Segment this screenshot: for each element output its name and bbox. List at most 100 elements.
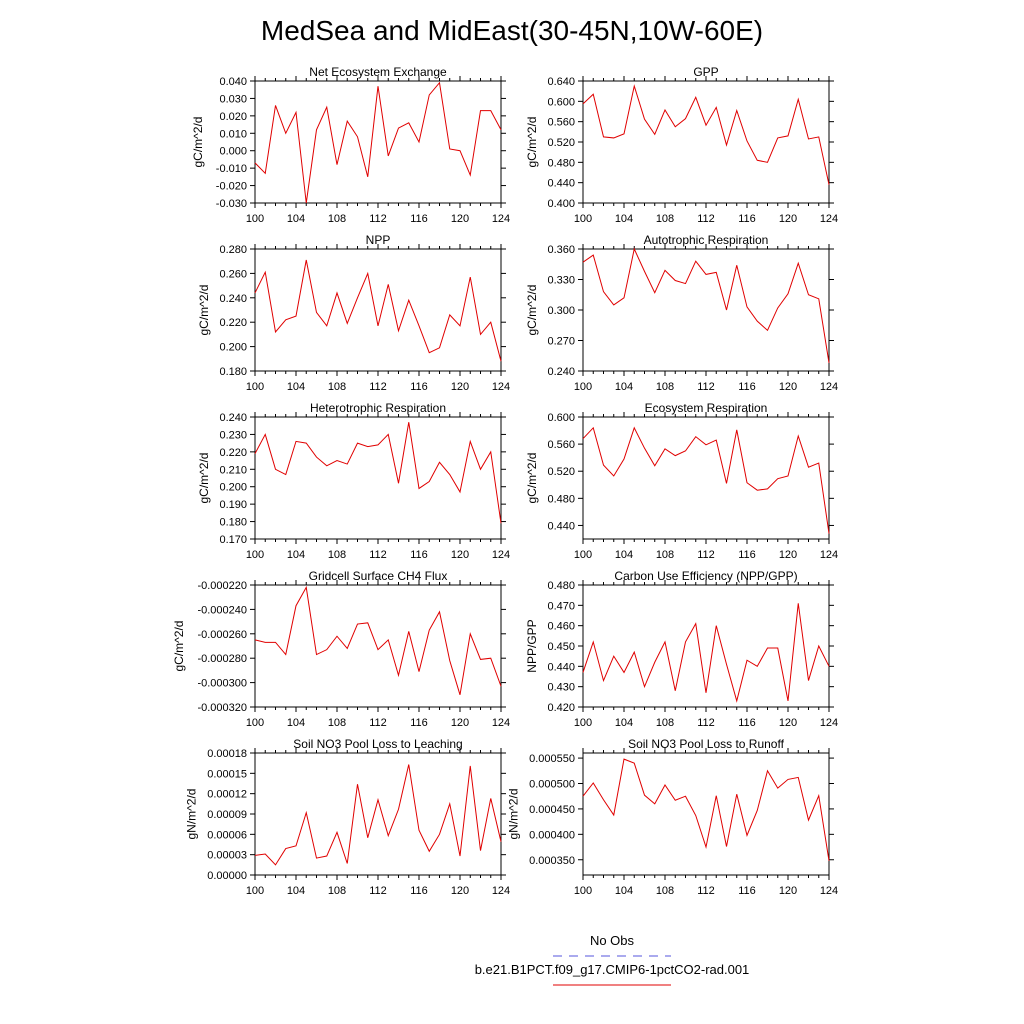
- y-tick-label: 0.000550: [529, 753, 575, 765]
- plot-frame: [254, 752, 502, 876]
- y-tick-label: 0.430: [547, 682, 575, 694]
- plot-frame: [254, 416, 502, 540]
- x-tick-label: 124: [820, 885, 838, 897]
- x-tick-label: 100: [246, 381, 264, 393]
- chart-title: GPP: [693, 65, 718, 79]
- x-tick-label: 112: [369, 549, 387, 561]
- series-line-0: [254, 259, 502, 362]
- chart-title: Soil NO3 Pool Loss to Runoff: [628, 737, 785, 751]
- y-tick-label: 0.170: [219, 534, 247, 546]
- y-axis-label: gN/m^2/d: [506, 789, 520, 840]
- x-tick-label: 108: [328, 549, 346, 561]
- y-tick-label: 0.00018: [207, 748, 247, 760]
- y-tick-label: 0.480: [547, 580, 575, 592]
- y-tick-label: 0.270: [547, 336, 575, 348]
- plot-frame: [582, 248, 830, 372]
- x-tick-label: 104: [287, 885, 305, 897]
- x-tick-label: 124: [820, 213, 838, 225]
- chart-title: Carbon Use Efficiency (NPP/GPP): [614, 569, 797, 583]
- y-axis-label: gC/m^2/d: [525, 285, 539, 336]
- chart-title: Gridcell Surface CH4 Flux: [309, 569, 448, 583]
- plot-frame: [582, 752, 830, 876]
- x-tick-label: 116: [410, 885, 428, 897]
- y-tick-label: -0.000240: [197, 604, 247, 616]
- y-tick-label: 0.030: [219, 93, 247, 105]
- x-tick-label: 104: [615, 381, 633, 393]
- y-axis-label: gC/m^2/d: [197, 453, 211, 504]
- x-tick-label: 124: [492, 549, 510, 561]
- y-tick-label: 0.00006: [207, 829, 247, 841]
- x-tick-label: 116: [410, 213, 428, 225]
- y-tick-label: 0.300: [547, 305, 575, 317]
- y-tick-label: 0.180: [219, 517, 247, 529]
- chart-panel-0: Net Ecosystem Exchange 100 104 108 112 116 120…: [191, 65, 510, 225]
- x-tick-label: 120: [451, 717, 469, 729]
- x-tick-label: 100: [574, 213, 592, 225]
- legend-label-obs: No Obs: [590, 933, 635, 948]
- y-tick-label: 0.200: [219, 342, 247, 354]
- x-tick-label: 100: [246, 213, 264, 225]
- panels: Net Ecosystem Exchange 100 104 108 112 116 120…: [172, 65, 838, 897]
- y-tick-label: 0.230: [219, 429, 247, 441]
- x-tick-label: 104: [615, 549, 633, 561]
- series-line-0: [582, 758, 830, 861]
- x-tick-label: 112: [697, 717, 715, 729]
- y-tick-label: 0.280: [219, 244, 247, 256]
- x-tick-label: 108: [656, 381, 674, 393]
- x-tick-label: 100: [574, 885, 592, 897]
- x-tick-label: 124: [492, 885, 510, 897]
- chart-title: NPP: [366, 233, 391, 247]
- y-axis-label: NPP/GPP: [525, 619, 539, 672]
- y-axis-label: gC/m^2/d: [172, 621, 186, 672]
- y-tick-label: 0.000: [219, 146, 247, 158]
- y-tick-label: 0.560: [547, 439, 575, 451]
- x-tick-label: 100: [574, 549, 592, 561]
- chart-panel-4: Heterotrophic Respiration 100 104 108 112 116…: [197, 401, 510, 561]
- chart-title: Ecosystem Respiration: [645, 401, 768, 415]
- x-tick-label: 120: [451, 549, 469, 561]
- y-tick-label: 0.420: [547, 702, 575, 714]
- y-tick-label: 0.210: [219, 464, 247, 476]
- chart-title: Soil NO3 Pool Loss to Leaching: [293, 737, 462, 751]
- series-line-0: [582, 247, 830, 363]
- x-tick-label: 120: [451, 885, 469, 897]
- plot-frame: [254, 80, 502, 204]
- x-tick-label: 100: [246, 885, 264, 897]
- y-tick-label: 0.330: [547, 275, 575, 287]
- x-tick-label: 108: [328, 885, 346, 897]
- x-tick-label: 104: [287, 213, 305, 225]
- y-tick-label: -0.030: [216, 198, 247, 210]
- y-axis-label: gN/m^2/d: [185, 789, 199, 840]
- x-tick-label: 124: [492, 213, 510, 225]
- y-tick-label: 0.000350: [529, 855, 575, 867]
- y-tick-label: 0.400: [547, 198, 575, 210]
- y-tick-label: 0.00003: [207, 850, 247, 862]
- y-tick-label: -0.000220: [197, 580, 247, 592]
- x-tick-label: 108: [328, 213, 346, 225]
- x-tick-label: 104: [615, 213, 633, 225]
- x-tick-label: 104: [287, 549, 305, 561]
- y-tick-label: 0.440: [547, 178, 575, 190]
- x-tick-label: 116: [738, 717, 756, 729]
- y-tick-label: 0.240: [547, 366, 575, 378]
- y-tick-label: 0.00012: [207, 789, 247, 801]
- x-tick-label: 108: [656, 213, 674, 225]
- y-tick-label: 0.600: [547, 412, 575, 424]
- y-tick-label: -0.000320: [197, 702, 247, 714]
- chart-panel-6: Gridcell Surface CH4 Flux 100 104 108 112 116…: [172, 569, 510, 729]
- y-tick-label: 0.360: [547, 244, 575, 256]
- y-tick-label: 0.180: [219, 366, 247, 378]
- y-tick-label: 0.240: [219, 412, 247, 424]
- y-tick-label: 0.440: [547, 661, 575, 673]
- y-tick-label: 0.190: [219, 499, 247, 511]
- series-line-0: [582, 84, 830, 185]
- x-tick-label: 108: [328, 381, 346, 393]
- figure-title: MedSea and MidEast(30-45N,10W-60E): [261, 15, 763, 46]
- plot-frame: [582, 80, 830, 204]
- y-axis-label: gC/m^2/d: [525, 117, 539, 168]
- x-tick-label: 104: [287, 381, 305, 393]
- x-tick-label: 112: [697, 213, 715, 225]
- series-line-0: [254, 81, 502, 204]
- plot-frame: [582, 416, 830, 540]
- x-tick-label: 108: [656, 717, 674, 729]
